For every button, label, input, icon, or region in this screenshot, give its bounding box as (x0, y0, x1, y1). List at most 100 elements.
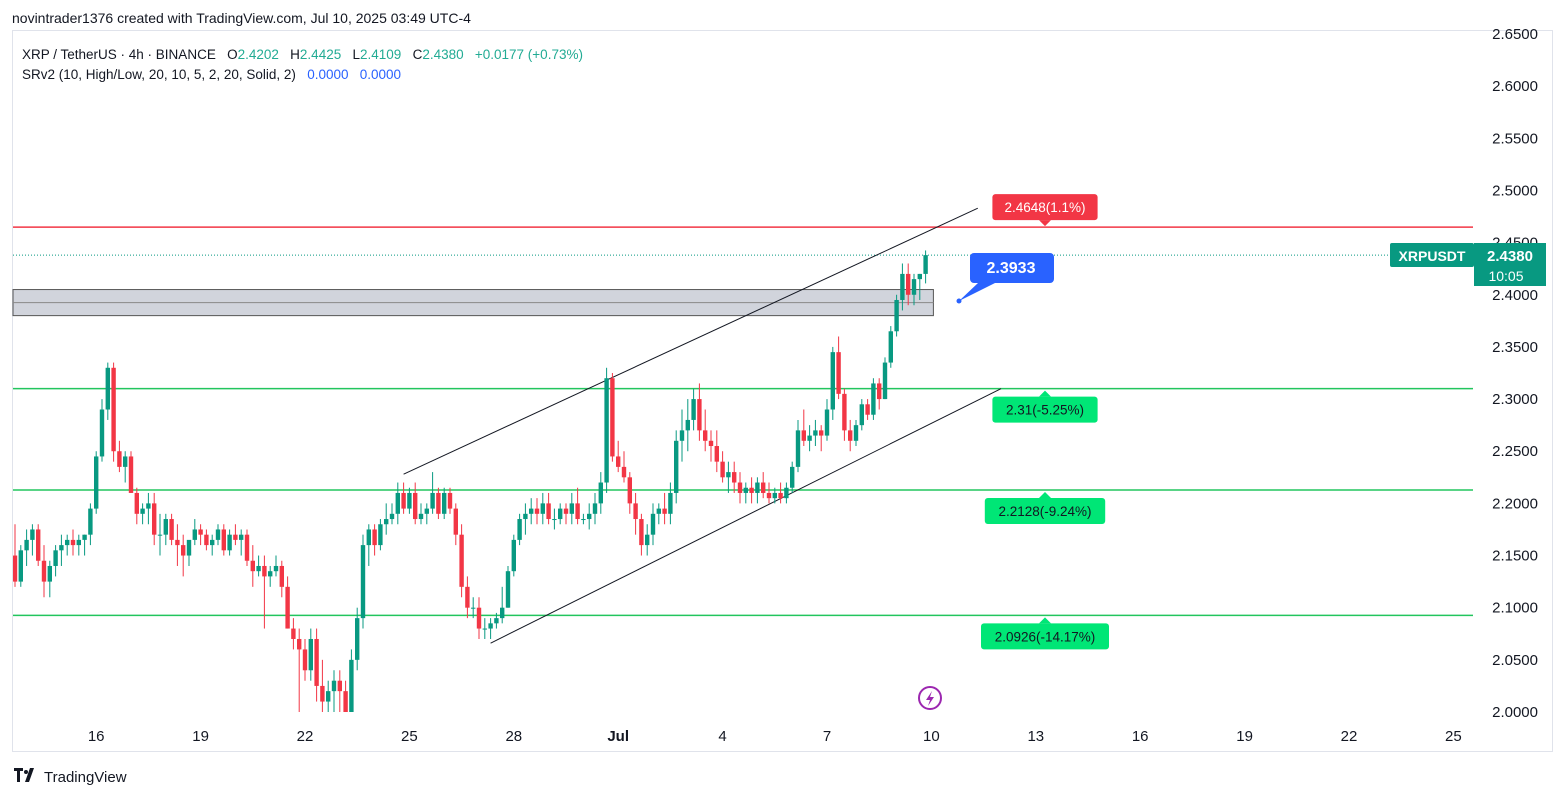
legend-symbol[interactable]: XRP / TetherUS · 4h · BINANCE (22, 47, 216, 62)
candle-body[interactable] (685, 419, 690, 431)
candle-body[interactable] (888, 331, 893, 363)
candle-body[interactable] (778, 492, 783, 499)
candle-body[interactable] (430, 492, 435, 509)
candle-body[interactable] (511, 539, 516, 572)
candle-body[interactable] (320, 685, 325, 702)
candle-body[interactable] (146, 503, 151, 509)
candle-body[interactable] (679, 430, 685, 441)
candle-body[interactable] (871, 383, 876, 415)
candle-body[interactable] (546, 503, 551, 520)
candle-body[interactable] (355, 618, 360, 660)
candle-body[interactable] (587, 513, 592, 520)
candle-body[interactable] (813, 430, 818, 436)
candle-body[interactable] (882, 362, 888, 400)
candle-body[interactable] (482, 628, 487, 630)
candle-body[interactable] (76, 539, 81, 546)
candle-body[interactable] (494, 618, 499, 624)
candle-body[interactable] (772, 492, 777, 499)
candle-body[interactable] (279, 565, 284, 587)
candle-body[interactable] (366, 529, 371, 546)
candle-body[interactable] (604, 378, 609, 483)
candle-body[interactable] (877, 383, 882, 400)
candle-body[interactable] (795, 430, 801, 467)
candle-body[interactable] (198, 529, 203, 535)
candle-body[interactable] (227, 534, 232, 551)
candle-body[interactable] (186, 539, 192, 556)
candle-body[interactable] (134, 492, 139, 514)
level-label-box[interactable] (981, 623, 1109, 650)
candle-body[interactable] (47, 565, 52, 582)
tradingview-footer[interactable]: TradingView (14, 768, 127, 786)
candle-body[interactable] (755, 482, 760, 493)
candle-body[interactable] (732, 472, 737, 483)
candle-body[interactable] (30, 529, 35, 540)
candle-body[interactable] (360, 545, 366, 619)
candle-body[interactable] (500, 607, 505, 619)
candle-body[interactable] (395, 492, 400, 514)
candle-body[interactable] (378, 524, 383, 546)
level-label-box[interactable] (992, 194, 1098, 221)
candle-body[interactable] (517, 519, 522, 540)
candle-body[interactable] (575, 503, 580, 520)
candle-body[interactable] (442, 492, 447, 514)
candle-body[interactable] (384, 519, 389, 525)
candle-body[interactable] (53, 550, 58, 566)
candle-body[interactable] (70, 539, 76, 546)
candle-body[interactable] (262, 565, 267, 577)
candle-body[interactable] (302, 649, 308, 671)
indicator-name[interactable]: SRv2 (10, High/Low, 20, 10, 5, 2, 20, So… (22, 67, 296, 82)
candle-body[interactable] (123, 456, 128, 467)
candle-body[interactable] (749, 487, 754, 493)
candle-body[interactable] (111, 367, 116, 452)
candle-body[interactable] (140, 508, 145, 514)
candle-body[interactable] (465, 586, 470, 608)
candle-body[interactable] (650, 513, 656, 535)
candle-body[interactable] (645, 534, 650, 546)
candle-body[interactable] (447, 492, 453, 509)
candle-body[interactable] (459, 534, 464, 587)
candle-body[interactable] (639, 519, 644, 546)
candle-body[interactable] (900, 273, 905, 300)
candle-body[interactable] (598, 482, 603, 504)
candle-body[interactable] (743, 487, 748, 493)
candle-body[interactable] (656, 508, 661, 514)
candle-body[interactable] (627, 477, 632, 504)
candle-body[interactable] (117, 451, 122, 467)
candle-body[interactable] (128, 456, 134, 493)
candle-body[interactable] (726, 472, 731, 478)
candle-body[interactable] (906, 273, 911, 295)
candle-body[interactable] (273, 565, 279, 572)
candle-body[interactable] (737, 482, 743, 493)
candle-body[interactable] (563, 508, 569, 514)
candle-body[interactable] (471, 607, 476, 609)
candle-body[interactable] (691, 399, 696, 420)
symbol-tag[interactable] (1390, 243, 1474, 267)
candle-body[interactable] (505, 571, 511, 608)
candle-body[interactable] (285, 586, 290, 629)
candle-body[interactable] (372, 529, 377, 546)
candle-body[interactable] (59, 545, 64, 551)
level-label-box[interactable] (984, 498, 1106, 525)
candle-body[interactable] (523, 513, 528, 520)
candle-body[interactable] (488, 623, 493, 629)
candle-body[interactable] (558, 508, 563, 520)
candle-body[interactable] (152, 503, 157, 535)
last-price-tag[interactable] (1474, 243, 1546, 286)
callout-box[interactable] (970, 253, 1054, 283)
candle-body[interactable] (163, 519, 168, 535)
candle-body[interactable] (291, 628, 296, 639)
candle-body[interactable] (436, 492, 441, 514)
candle-body[interactable] (766, 492, 772, 499)
candle-body[interactable] (621, 466, 627, 478)
candle-body[interactable] (529, 508, 534, 514)
candle-body[interactable] (540, 503, 545, 514)
candle-body[interactable] (192, 529, 197, 540)
candle-body[interactable] (337, 680, 342, 692)
candle-body[interactable] (41, 560, 47, 582)
candle-body[interactable] (244, 534, 250, 561)
candle-body[interactable] (592, 503, 598, 514)
candle-body[interactable] (389, 513, 395, 520)
candle-body[interactable] (88, 508, 93, 535)
candle-body[interactable] (105, 367, 110, 410)
